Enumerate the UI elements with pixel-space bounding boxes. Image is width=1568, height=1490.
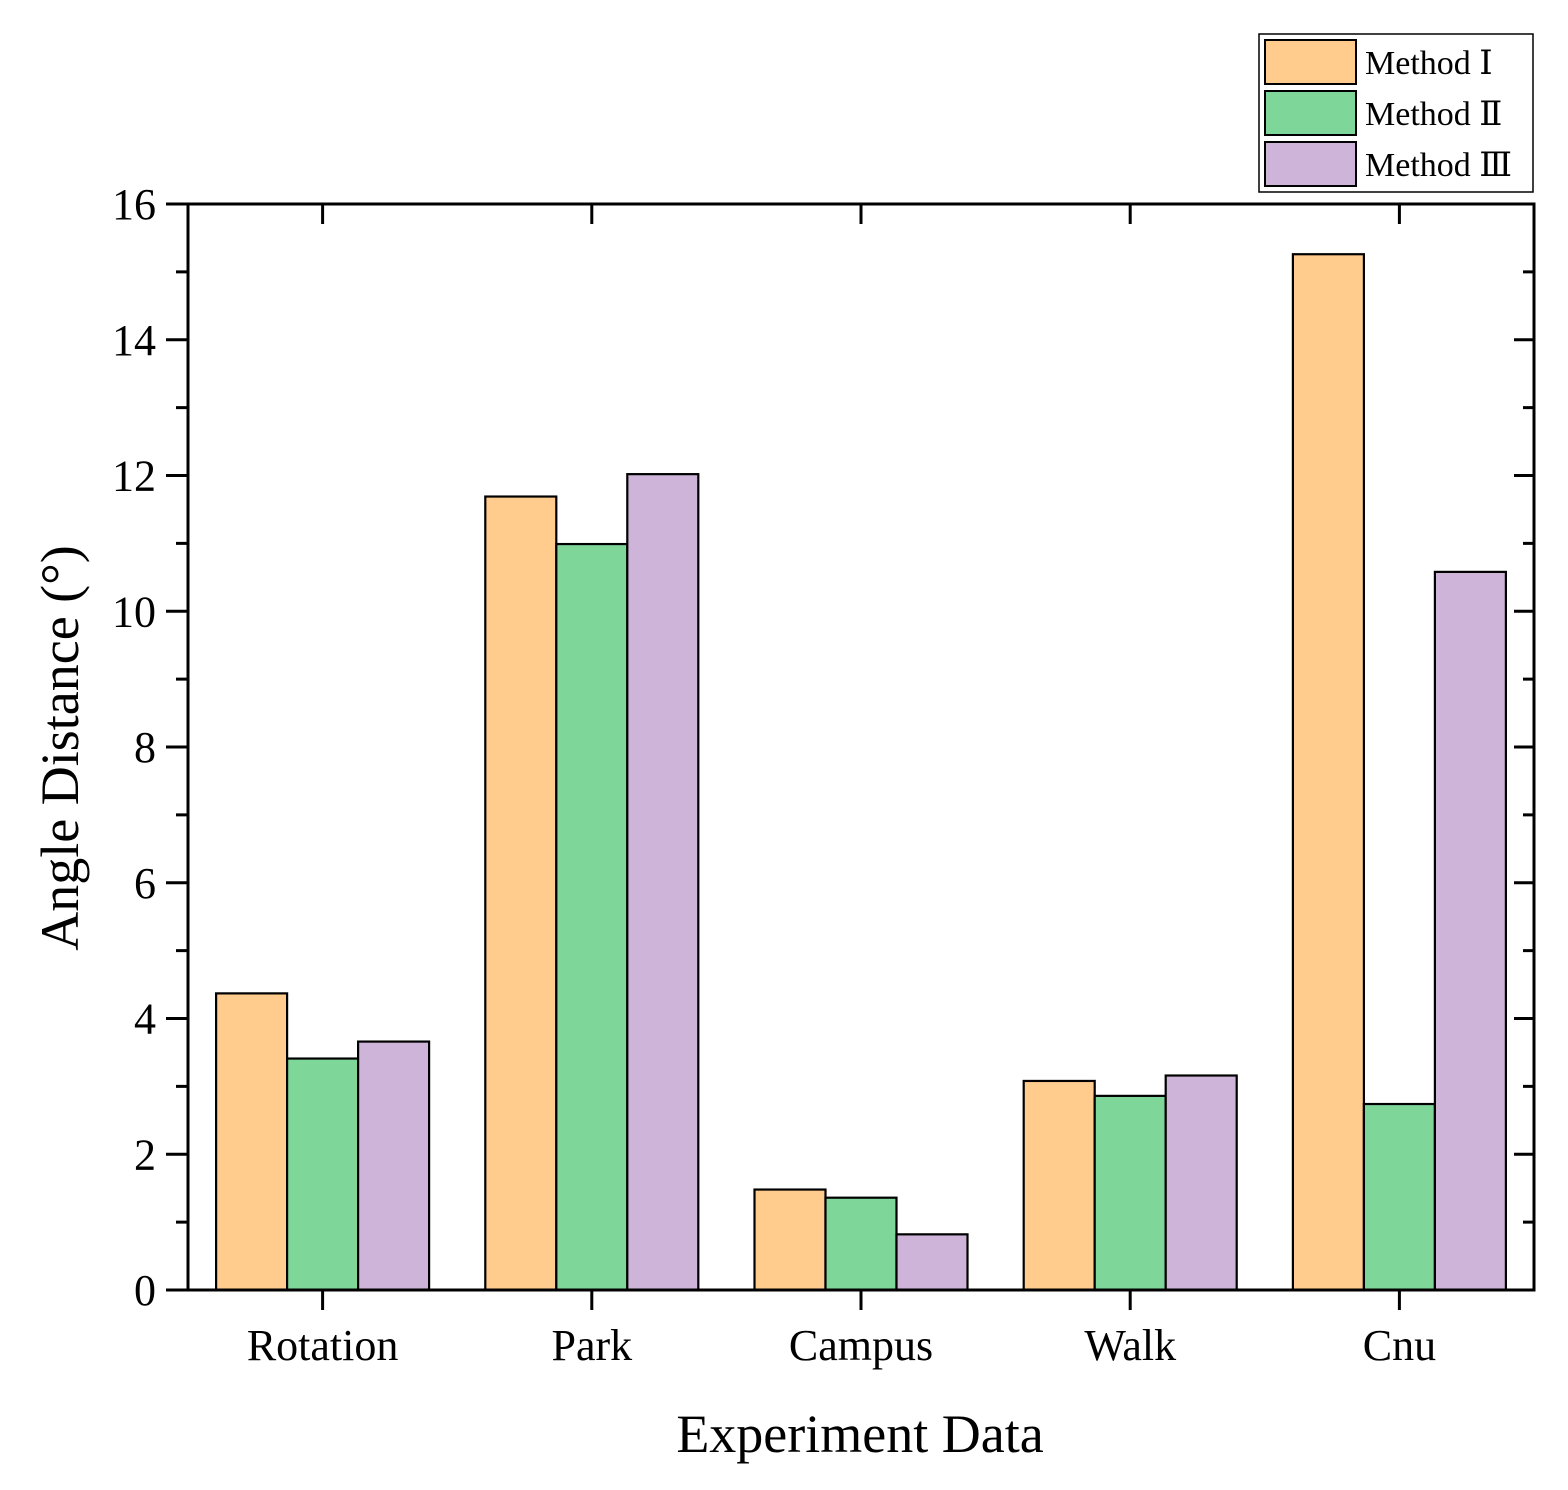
x-tick-label-park: Park bbox=[551, 1321, 632, 1370]
y-tick-label: 16 bbox=[112, 180, 156, 229]
bar-campus-series-2 bbox=[824, 1196, 898, 1292]
x-axis-title: Experiment Data bbox=[676, 1404, 1043, 1464]
axes-layer: 0 2 4 6 8 10 12 14 16 Rotation Park Campus Walk Cnu bbox=[112, 180, 1536, 1370]
bar-rotation-series-2 bbox=[286, 1057, 360, 1292]
bar-park-series-1 bbox=[484, 495, 558, 1292]
x-tick-label-campus: Campus bbox=[789, 1321, 933, 1370]
x-tick-label-cnu: Cnu bbox=[1363, 1321, 1436, 1370]
x-tick-label-rotation: Rotation bbox=[247, 1321, 399, 1370]
legend-swatch-series-1 bbox=[1264, 39, 1357, 85]
bar-campus-series-3 bbox=[895, 1233, 969, 1292]
legend-swatch-series-3 bbox=[1264, 141, 1357, 187]
legend-label-series-2: Method Ⅱ bbox=[1365, 96, 1502, 133]
y-tick-label: 0 bbox=[134, 1266, 156, 1315]
bar-campus-series-1 bbox=[753, 1188, 827, 1292]
y-tick-label: 14 bbox=[112, 316, 156, 365]
y-tick-label: 10 bbox=[112, 587, 156, 636]
y-axis-title: Angle Distance (°) bbox=[30, 545, 90, 950]
legend-label-series-3: Method Ⅲ bbox=[1365, 147, 1512, 184]
bar-rotation-series-3 bbox=[357, 1040, 431, 1292]
y-tick-label: 4 bbox=[134, 995, 156, 1044]
bar-cnu-series-2 bbox=[1362, 1102, 1437, 1292]
bar-cnu-series-1 bbox=[1291, 253, 1366, 1292]
bar-walk-series-1 bbox=[1022, 1079, 1096, 1292]
bar-cnu-series-3 bbox=[1433, 570, 1508, 1292]
y-tick-label: 2 bbox=[134, 1130, 156, 1179]
bar-rotation-series-1 bbox=[215, 992, 289, 1292]
bar-walk-series-3 bbox=[1164, 1074, 1238, 1292]
bar-park-series-2 bbox=[555, 542, 629, 1292]
bar-park-series-3 bbox=[626, 473, 700, 1292]
legend-label-series-1: Method Ⅰ bbox=[1365, 45, 1493, 82]
legend-swatch-series-2 bbox=[1264, 90, 1357, 136]
bars-layer bbox=[215, 253, 1508, 1292]
legend: Method Ⅰ Method Ⅱ Method Ⅲ bbox=[1258, 33, 1534, 193]
y-tick-label: 8 bbox=[134, 723, 156, 772]
y-tick-label: 12 bbox=[112, 452, 156, 501]
bar-walk-series-2 bbox=[1093, 1094, 1167, 1292]
y-tick-label: 6 bbox=[134, 859, 156, 908]
x-tick-label-walk: Walk bbox=[1084, 1321, 1176, 1370]
